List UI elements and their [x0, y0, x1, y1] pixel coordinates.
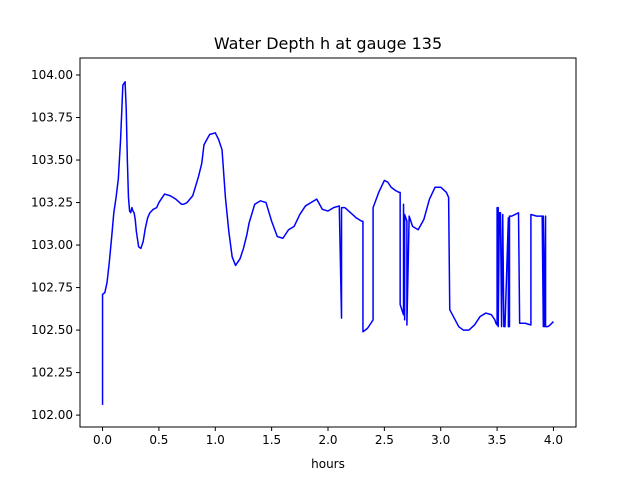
y-tick-label: 103.75: [31, 111, 73, 125]
plot-area: [79, 57, 577, 428]
y-tick-label: 102.25: [31, 366, 73, 380]
x-tick-label: 0.0: [93, 433, 112, 447]
y-tick-label: 102.75: [31, 281, 73, 295]
x-tick-label: 1.0: [206, 433, 225, 447]
x-tick-label: 1.5: [262, 433, 281, 447]
series-line: [101, 81, 554, 405]
chart-title: Water Depth h at gauge 135: [214, 34, 442, 53]
y-tick-label: 104.00: [31, 68, 73, 82]
y-tick-label: 102.50: [31, 323, 73, 337]
y-tick-label: 103.25: [31, 196, 73, 210]
y-tick-label: 102.00: [31, 408, 73, 422]
x-tick-label: 2.0: [318, 433, 337, 447]
x-tick-label: 3.5: [488, 433, 507, 447]
axes-frame: [79, 57, 577, 428]
x-axis-label: hours: [311, 457, 345, 471]
x-tick-label: 2.5: [375, 433, 394, 447]
axis-ticks: 0.0 0.5 1.0 1.5 2.0 2.5 3.0 3.5 4.0 102.00 102.25 1…: [31, 68, 563, 447]
x-tick-label: 3.0: [431, 433, 450, 447]
x-tick-label: 4.0: [544, 433, 563, 447]
x-tick-label: 0.5: [149, 433, 168, 447]
y-tick-label: 103.00: [31, 238, 73, 252]
y-tick-label: 103.50: [31, 153, 73, 167]
